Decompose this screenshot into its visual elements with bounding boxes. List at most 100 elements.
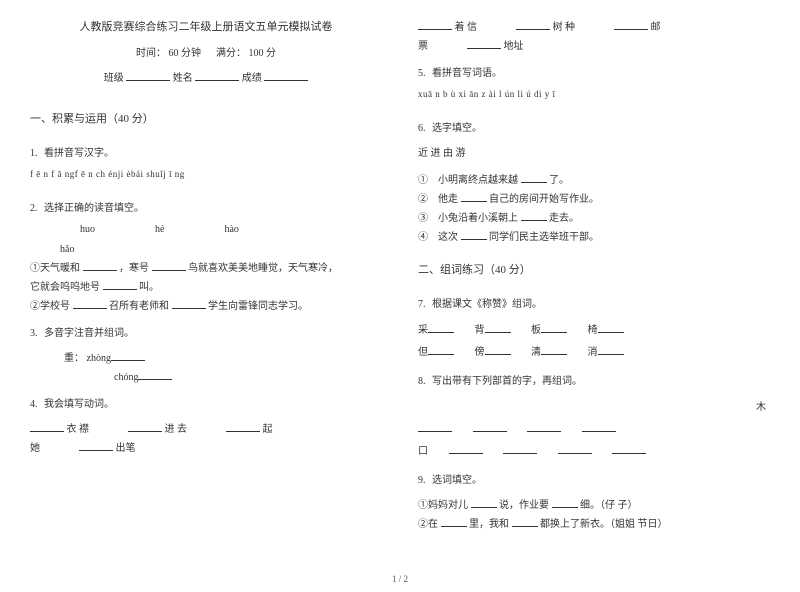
q9-text: 选词填空。 (432, 475, 482, 486)
q8-b1[interactable] (418, 422, 452, 432)
q1-text: 看拼音写汉字。 (44, 148, 114, 159)
q7-r2-1: 但 (418, 347, 428, 358)
q4-w3: 起 (263, 424, 273, 435)
q7-r2-3: 清 (531, 347, 541, 358)
q7: 7. 根据课文《称赞》组词。 (418, 295, 770, 310)
q9-l2c: 都换上了新衣。（姐姐 节日） (538, 519, 668, 530)
q4-num: 4. (30, 399, 38, 410)
q6-b2[interactable] (461, 192, 487, 202)
q8-b4[interactable] (582, 422, 616, 432)
q7-r2-4: 消 (588, 347, 598, 358)
q7-r1-1: 采 (418, 325, 428, 336)
q2-l1b: ，寒号 (117, 263, 152, 274)
q2-l3b: 召所有老师和 (107, 301, 172, 312)
q7-b4[interactable] (598, 323, 624, 333)
left-column: 人教版竞赛综合练习二年级上册语文五单元模拟试卷 时间： 60 分钟 满分： 10… (30, 18, 382, 542)
q9-l1b: 说，作业要 (497, 500, 552, 511)
q2-opt-1: huo (80, 224, 95, 235)
q4-body: 衣 襟 进 去 起 她 出笔 (30, 420, 382, 458)
q7-b1[interactable] (428, 323, 454, 333)
q2-blank4[interactable] (73, 299, 107, 309)
q7-b7[interactable] (541, 345, 567, 355)
q8-b3[interactable] (527, 422, 561, 432)
q7-b2[interactable] (485, 323, 511, 333)
q3-label: 重： (64, 353, 84, 364)
q4-b4[interactable] (79, 441, 113, 451)
score-label: 成绩 (242, 73, 262, 84)
rt-b1[interactable] (418, 20, 452, 30)
q9-body: ①妈妈对儿 说，作业要 细。（仔 子） ②在 里，我和 都换上了新衣。（姐姐 节… (418, 496, 770, 534)
score-blank[interactable] (264, 71, 308, 81)
rt-b3[interactable] (614, 20, 648, 30)
q3-num: 3. (30, 328, 38, 339)
q9-l2a: ②在 (418, 519, 441, 530)
q9-l1a: ①妈妈对儿 (418, 500, 471, 511)
class-label: 班级 (104, 73, 124, 84)
q9-b2[interactable] (552, 498, 578, 508)
q2-blank2[interactable] (152, 261, 186, 271)
q4-b2[interactable] (128, 422, 162, 432)
q7-r1-4: 椅 (588, 325, 598, 336)
name-blank[interactable] (195, 71, 239, 81)
time-value: 60 分钟 (169, 48, 202, 59)
section-2-head: 二、组词练习（40 分） (418, 261, 770, 277)
q2-blank1[interactable] (83, 261, 117, 271)
q5-pinyin: xuā n b ù xi ān z ài l ún li ú dì y ī (418, 89, 770, 99)
q7-b6[interactable] (485, 345, 511, 355)
q6-l2a: ② 他走 (418, 194, 461, 205)
q3-blank2[interactable] (138, 370, 172, 380)
q9-b3[interactable] (441, 517, 467, 527)
rt-w3: 邮 (651, 22, 661, 33)
q2-text: 选择正确的读音填空。 (44, 203, 144, 214)
q8-b2[interactable] (473, 422, 507, 432)
q3-blank1[interactable] (111, 351, 145, 361)
q6-b3[interactable] (521, 211, 547, 221)
q6-b1[interactable] (521, 173, 547, 183)
full-label: 满分： (216, 48, 246, 59)
q3-body: 重： zhòng chóng (64, 349, 382, 387)
q6-l4a: ④ 这次 (418, 232, 461, 243)
q2-l3c: 学生向雷锋同志学习。 (206, 301, 309, 312)
q7-rows: 采 背 板 椅 但 傍 清 消 (418, 320, 770, 364)
q6-body: ① 小明离终点越来越 了。 ② 他走 自己的房间开始写作业。 ③ 小兔沿着小溪朝… (418, 171, 770, 247)
q2: 2. 选择正确的读音填空。 (30, 199, 382, 214)
q7-b5[interactable] (428, 345, 454, 355)
q2-l1a: ①天气暖和 (30, 263, 83, 274)
q8-b7[interactable] (558, 444, 592, 454)
q2-l1c: 鸟就喜欢美美地睡觉，天气寒冷， (186, 263, 339, 274)
q8-b5[interactable] (449, 444, 483, 454)
q9-b1[interactable] (471, 498, 497, 508)
q2-num: 2. (30, 203, 38, 214)
q8-text: 写出带有下列部首的字，再组词。 (432, 376, 582, 387)
exam-title: 人教版竞赛综合练习二年级上册语文五单元模拟试卷 (30, 18, 382, 34)
q6-b4[interactable] (461, 230, 487, 240)
q7-b3[interactable] (541, 323, 567, 333)
rt-w2: 树 种 (553, 22, 576, 33)
q2-opt-2: hé (155, 224, 164, 235)
q4-b1[interactable] (30, 422, 64, 432)
q9-b4[interactable] (512, 517, 538, 527)
q5-text: 看拼音写词语。 (432, 68, 502, 79)
q5: 5. 看拼音写词语。 (418, 64, 770, 79)
class-blank[interactable] (126, 71, 170, 81)
rt-b2[interactable] (516, 20, 550, 30)
q1: 1. 看拼音写汉字。 (30, 144, 382, 159)
exam-meta: 时间： 60 分钟 满分： 100 分 (30, 44, 382, 59)
q7-b8[interactable] (598, 345, 624, 355)
q8-b8[interactable] (612, 444, 646, 454)
page-container: 人教版竞赛综合练习二年级上册语文五单元模拟试卷 时间： 60 分钟 满分： 10… (0, 0, 800, 542)
q8-b6[interactable] (503, 444, 537, 454)
q6-l1a: ① 小明离终点越来越 (418, 175, 521, 186)
full-value: 100 分 (249, 48, 277, 59)
q4-continued: 着 信 树 种 邮 票 地址 (418, 18, 770, 56)
q2-blank5[interactable] (172, 299, 206, 309)
q2-l3a: ②学校号 (30, 301, 73, 312)
q8-ch1: 木 (756, 402, 766, 413)
q4-b3[interactable] (226, 422, 260, 432)
q1-num: 1. (30, 148, 38, 159)
student-info: 班级 姓名 成绩 (30, 69, 382, 84)
rt-b4[interactable] (467, 39, 501, 49)
q6-l4b: 同学们民主选举班干部。 (487, 232, 600, 243)
name-label: 姓名 (173, 73, 193, 84)
q2-blank3[interactable] (103, 280, 137, 290)
